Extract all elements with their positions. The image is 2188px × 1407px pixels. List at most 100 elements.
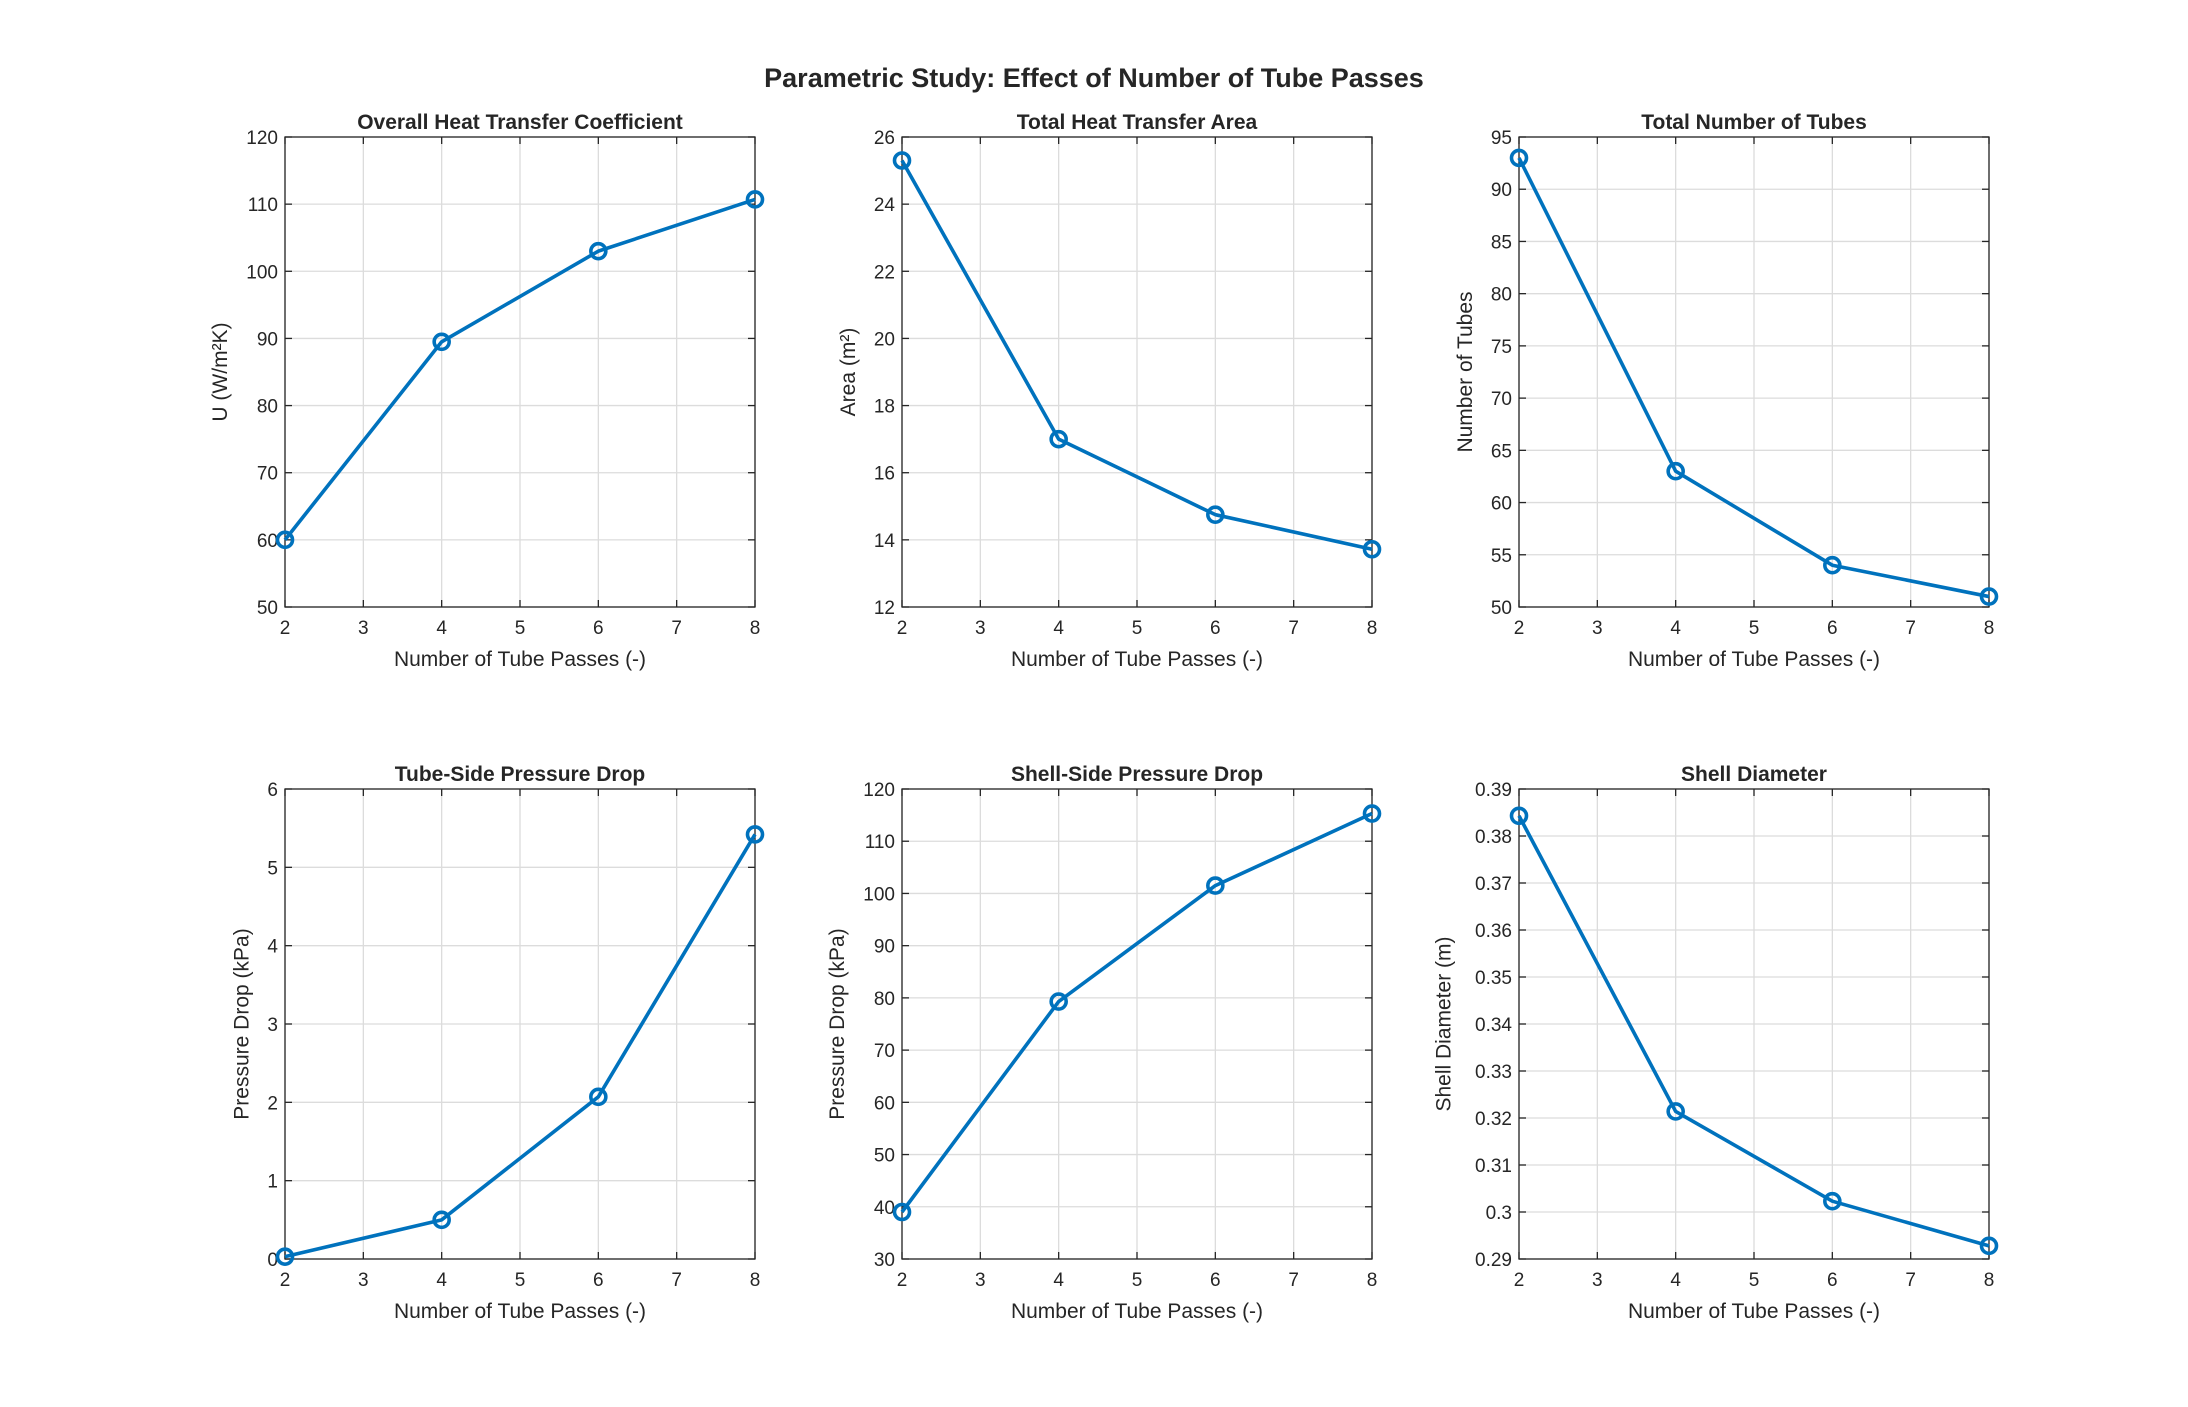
series-line [1517,814,1990,1248]
y-tick-label: 75 [1491,337,1512,358]
x-tick-label: 8 [1367,618,1378,639]
y-tick-label: 26 [874,128,895,149]
subplot-1: 2 3 4 5 6 7 8 50 60 70 80 90 100 110 120 Overall Heat T… [209,111,765,671]
x-tick-label: 5 [1132,1270,1143,1291]
x-axis-label: Number of Tube Passes (-) [1011,648,1263,671]
subplot-4: 2 3 4 5 6 7 8 0 1 2 3 4 5 6 Tube-Side Pressure Drop Num… [230,763,765,1323]
y-tick-label: 100 [863,884,895,905]
y-tick-label: 0.33 [1475,1062,1512,1083]
y-tick-label: 40 [874,1198,895,1219]
y-tick-label: 0.39 [1475,780,1512,801]
data-point-marker [1979,587,1999,606]
y-tick-label: 95 [1491,128,1512,149]
x-axis-label: Number of Tube Passes (-) [394,648,646,671]
data-point-marker [1206,876,1225,895]
y-tick-label: 0.29 [1475,1250,1512,1271]
y-tick-label: 6 [267,780,278,801]
x-axis-label: Number of Tube Passes (-) [1011,1300,1263,1323]
y-tick-label: 12 [874,598,895,619]
y-tick-label: 65 [1491,441,1512,462]
x-tick-label: 6 [593,1270,604,1291]
y-tick-label: 90 [1491,180,1512,201]
x-tick-label: 5 [1132,618,1143,639]
y-tick-label: 50 [874,1146,895,1167]
y-tick-label: 120 [863,780,895,801]
y-tick-label: 70 [1491,389,1512,410]
x-tick-label: 4 [1670,618,1681,639]
data-point-marker [589,241,608,261]
subplot-title: Shell-Side Pressure Drop [1011,763,1263,786]
data-point-marker [745,190,765,209]
y-tick-label: 24 [874,195,896,216]
y-axis-label: Pressure Drop (kPa) [230,928,253,1119]
x-tick-label: 6 [1827,1270,1838,1291]
data-point-marker [1666,1102,1685,1121]
x-tick-label: 8 [750,1270,761,1291]
y-tick-label: 55 [1491,546,1512,567]
y-tick-label: 0.37 [1475,874,1512,895]
x-tick-label: 7 [671,1270,682,1291]
y-tick-label: 5 [267,858,278,879]
x-tick-label: 2 [280,618,291,639]
y-tick-label: 90 [874,937,895,958]
data-point-marker [1823,1191,1842,1211]
series-line [900,811,1373,1214]
y-tick-label: 18 [874,397,895,418]
subplot-title: Total Heat Transfer Area [1017,111,1258,134]
y-tick-label: 100 [246,262,278,283]
data-point-marker [1666,461,1685,481]
x-tick-label: 3 [358,618,369,639]
data-point-marker [1049,992,1068,1011]
data-point-marker [275,1247,295,1266]
y-tick-label: 60 [1491,494,1512,515]
y-tick-label: 0.34 [1475,1015,1512,1036]
data-point-marker [1362,539,1382,559]
y-tick-label: 70 [257,464,278,485]
y-tick-label: 70 [874,1041,895,1062]
subplot-title: Shell Diameter [1681,763,1827,786]
data-point-marker [892,151,912,170]
data-point-marker [1206,505,1225,524]
data-point-marker [1049,429,1068,449]
x-axis-label: Number of Tube Passes (-) [394,1300,646,1323]
y-tick-label: 85 [1491,232,1512,253]
y-tick-label: 16 [874,464,895,485]
x-tick-label: 2 [897,1270,908,1291]
x-tick-label: 4 [436,618,447,639]
data-point-marker [1362,804,1382,823]
y-tick-label: 50 [257,598,278,619]
x-tick-label: 7 [671,618,682,639]
y-axis-label: Pressure Drop (kPa) [826,928,849,1119]
y-tick-label: 0.36 [1475,921,1512,942]
y-tick-label: 50 [1491,598,1512,619]
x-tick-label: 5 [515,1270,526,1291]
y-tick-label: 80 [257,397,278,418]
data-point-marker [275,530,295,550]
y-tick-label: 1 [267,1172,278,1193]
y-axis-label: Area (m²) [837,328,860,417]
y-axis-label: Number of Tubes [1454,291,1477,452]
x-tick-label: 2 [1514,1270,1525,1291]
data-point-marker [1509,148,1529,168]
data-point-marker [892,1202,912,1222]
subplot-title: Tube-Side Pressure Drop [395,763,646,786]
series-line [900,159,1373,552]
data-point-marker [432,1210,451,1230]
y-tick-label: 14 [874,531,896,552]
x-tick-label: 5 [1749,618,1760,639]
data-point-marker [589,1087,608,1107]
data-point-marker [1509,806,1529,826]
x-tick-label: 7 [1288,1270,1299,1291]
x-tick-label: 3 [358,1270,369,1291]
y-tick-label: 90 [257,329,278,350]
x-tick-label: 7 [1905,618,1916,639]
data-point-marker [1979,1236,1999,1256]
subplot-5: 2 3 4 5 6 7 8 30 40 50 60 70 80 90 100 110 120 Shell-Side… [826,763,1382,1323]
x-axis-label: Number of Tube Passes (-) [1628,1300,1880,1323]
x-tick-label: 3 [1592,618,1603,639]
series-line [1517,157,1990,599]
y-tick-label: 60 [874,1093,895,1114]
x-tick-label: 4 [1053,618,1064,639]
x-tick-label: 3 [975,618,986,639]
x-tick-label: 4 [1053,1270,1064,1291]
